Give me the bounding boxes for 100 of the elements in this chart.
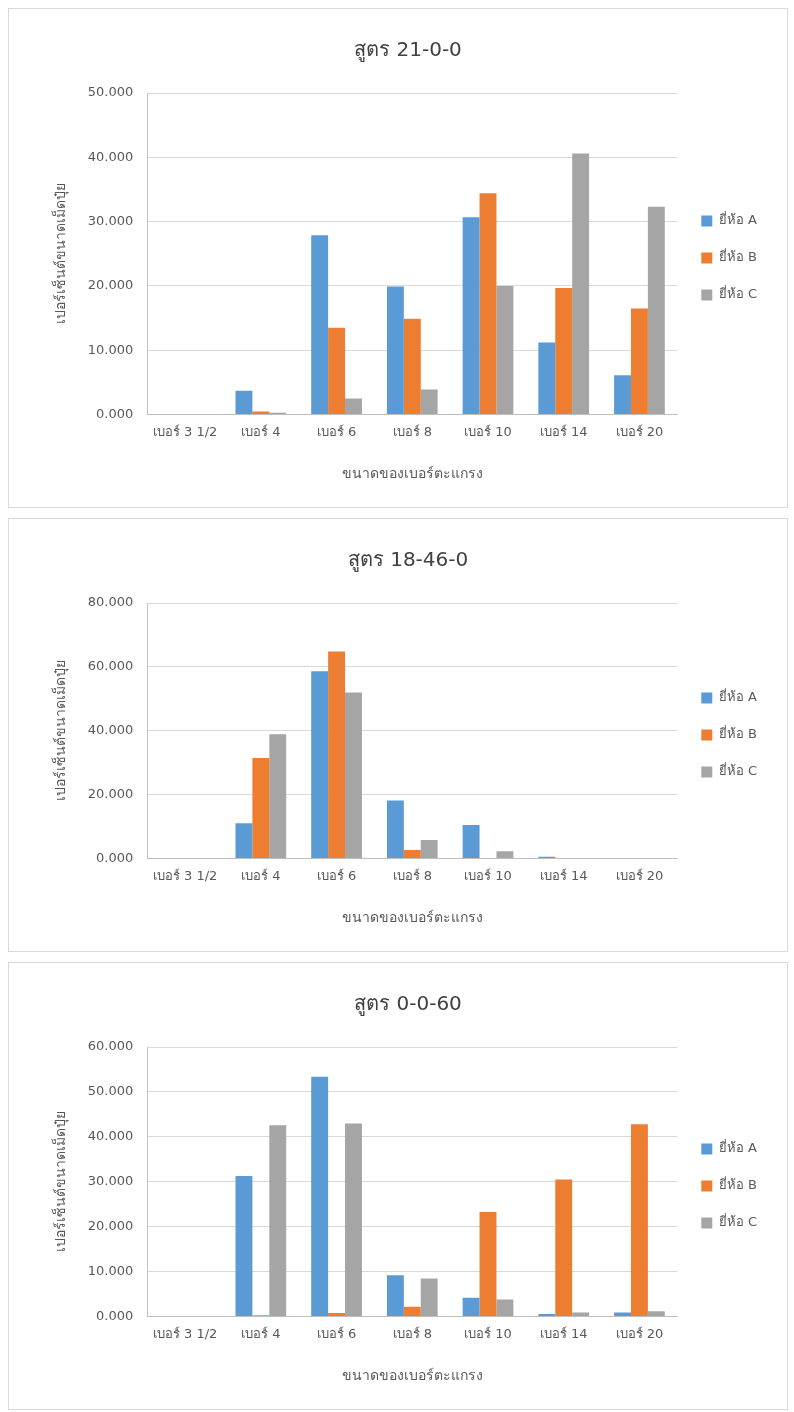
bar (386, 286, 404, 415)
legend-label: ยี่ห้อ B (718, 1176, 757, 1193)
bar (235, 823, 253, 859)
x-tick-label: เบอร์ 8 (392, 867, 432, 883)
x-axis-title: ขนาดของเบอร์ตะแกรง (341, 465, 483, 482)
bar (403, 1306, 421, 1317)
bar (496, 285, 514, 415)
bar (555, 1179, 573, 1317)
bar (462, 825, 480, 859)
y-tick-label: 60.000 (87, 658, 134, 674)
x-tick-label: เบอร์ 3 1/2 (152, 867, 218, 883)
bar (345, 398, 362, 415)
bar (403, 318, 421, 415)
x-tick-label: เบอร์ 20 (615, 867, 664, 883)
bar (269, 734, 287, 859)
x-axis-title: ขนาดของเบอร์ตะแกรง (341, 1367, 483, 1384)
x-tick-label: เบอร์ 4 (241, 867, 281, 883)
bar (420, 840, 438, 859)
y-tick-label: 40.000 (87, 722, 134, 738)
bar (311, 671, 329, 859)
x-tick-label: เบอร์ 6 (316, 423, 357, 439)
y-tick-label: 0.000 (96, 849, 134, 865)
x-axis-title: ขนาดของเบอร์ตะแกรง (341, 909, 483, 926)
y-tick-label: 50.000 (87, 1083, 134, 1099)
x-tick-label: เบอร์ 6 (316, 867, 357, 883)
x-tick-label: เบอร์ 8 (392, 1325, 432, 1341)
x-tick-label: เบอร์ 4 (241, 1325, 281, 1341)
y-tick-label: 30.000 (87, 1173, 134, 1189)
x-tick-label: เบอร์ 10 (464, 423, 512, 439)
legend-label: ยี่ห้อ A (718, 211, 757, 228)
y-tick-label: 20.000 (87, 786, 134, 802)
bar (311, 235, 329, 415)
bar (479, 1211, 497, 1317)
x-tick-label: เบอร์ 4 (241, 423, 281, 439)
y-axis-title: เปอร์เซ็นต์ขนาดเม็ดปุ๋ย (51, 1111, 70, 1253)
y-tick-label: 60.000 (87, 1038, 134, 1054)
bar (479, 193, 497, 415)
bar (345, 692, 362, 859)
x-tick-label: เบอร์ 3 1/2 (152, 423, 218, 439)
x-tick-label: เบอร์ 6 (316, 1325, 357, 1341)
bar (496, 1299, 514, 1317)
chart-title: สูตร 18-46-0 (347, 547, 469, 573)
bar (420, 389, 438, 415)
bar (403, 849, 421, 859)
x-tick-label: เบอร์ 20 (615, 423, 664, 439)
bar (538, 342, 556, 415)
bar (252, 757, 270, 859)
legend-label: ยี่ห้อ A (718, 688, 757, 705)
bar (235, 1175, 253, 1317)
chart-title: สูตร 0-0-60 (354, 991, 462, 1017)
y-tick-label: 0.000 (96, 1307, 134, 1323)
bar (420, 1278, 438, 1317)
x-tick-label: เบอร์ 20 (615, 1325, 664, 1341)
chart-title: สูตร 21-0-0 (354, 37, 462, 63)
x-tick-label: เบอร์ 14 (539, 867, 588, 883)
bar (647, 206, 665, 415)
bar (630, 308, 648, 415)
y-tick-label: 0.000 (96, 405, 134, 421)
y-tick-label: 40.000 (87, 1128, 134, 1144)
y-tick-label: 20.000 (87, 277, 134, 293)
y-tick-label: 10.000 (87, 1263, 134, 1279)
legend-label: ยี่ห้อ B (718, 725, 757, 742)
bar (328, 651, 346, 859)
x-tick-label: เบอร์ 14 (539, 1325, 588, 1341)
bar (496, 851, 514, 859)
bar (630, 1124, 648, 1317)
bar (614, 375, 631, 415)
y-tick-label: 40.000 (87, 148, 134, 164)
legend-label: ยี่ห้อ C (718, 1213, 758, 1230)
y-axis-title: เปอร์เซ็นต์ขนาดเม็ดปุ๋ย (51, 183, 70, 325)
x-tick-label: เบอร์ 3 1/2 (152, 1325, 218, 1341)
x-tick-label: เบอร์ 14 (539, 423, 588, 439)
legend-label: ยี่ห้อ C (718, 285, 758, 302)
legend-label: ยี่ห้อ B (718, 248, 757, 265)
y-tick-label: 10.000 (87, 341, 134, 357)
bar (538, 1313, 556, 1317)
bar (555, 287, 573, 415)
bar (386, 800, 404, 859)
bar (386, 1275, 404, 1317)
bar (572, 153, 590, 415)
x-tick-label: เบอร์ 10 (464, 1325, 512, 1341)
y-axis-title: เปอร์เซ็นต์ขนาดเม็ดปุ๋ย (51, 660, 70, 802)
bar (328, 1313, 346, 1317)
bar (345, 1123, 362, 1317)
bar (462, 217, 480, 415)
y-tick-label: 20.000 (87, 1218, 134, 1234)
y-tick-label: 80.000 (87, 594, 134, 610)
legend-label: ยี่ห้อ A (718, 1139, 757, 1156)
bar (252, 411, 270, 415)
bar (311, 1076, 329, 1317)
y-tick-label: 30.000 (87, 213, 134, 229)
bar (462, 1297, 480, 1317)
bar (647, 1311, 665, 1317)
bar (328, 327, 346, 415)
y-tick-label: 50.000 (87, 84, 134, 100)
x-tick-label: เบอร์ 8 (392, 423, 432, 439)
bar (235, 390, 253, 415)
bar (269, 1125, 287, 1317)
x-tick-label: เบอร์ 10 (464, 867, 512, 883)
legend-label: ยี่ห้อ C (718, 762, 758, 779)
